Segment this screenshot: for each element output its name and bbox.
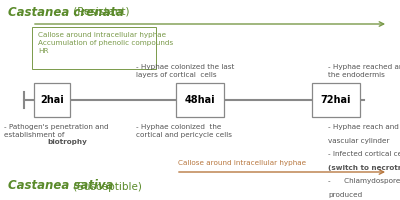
Text: 2hai: 2hai [40,95,64,105]
Text: 72hai: 72hai [321,95,351,105]
Text: - Infected cortical cells collapsed: - Infected cortical cells collapsed [328,151,400,157]
Text: (Susceptible): (Susceptible) [70,182,142,192]
Text: 48hai: 48hai [185,95,215,105]
Text: (switch to necrotrophy): (switch to necrotrophy) [328,165,400,171]
Text: - Hyphae reach and colonized the: - Hyphae reach and colonized the [328,124,400,130]
Text: - Hyphae colonized  the
cortical and pericycle cells: - Hyphae colonized the cortical and peri… [136,124,232,138]
Text: - Pathogen's penetration and
establishment of: - Pathogen's penetration and establishme… [4,124,109,138]
Text: -      Chlamydospores      were: - Chlamydospores were [328,178,400,184]
Text: Callose around intracellular hyphae: Callose around intracellular hyphae [178,160,306,166]
Text: - Hyphae colonized the last
layers of cortical  cells: - Hyphae colonized the last layers of co… [136,64,234,78]
Text: vascular cylinder: vascular cylinder [328,138,390,144]
FancyBboxPatch shape [312,83,360,117]
FancyBboxPatch shape [176,83,224,117]
Text: Castanea sativa: Castanea sativa [8,179,113,192]
FancyBboxPatch shape [34,83,70,117]
Text: Castanea crenata: Castanea crenata [8,6,124,19]
Text: biotrophy: biotrophy [47,139,87,145]
Text: produced: produced [328,192,362,198]
Text: - Hyphae reached and colonized
the endodermis: - Hyphae reached and colonized the endod… [328,64,400,78]
Text: Callose around intracellular hyphae
Accumulation of phenolic compounds
HR: Callose around intracellular hyphae Accu… [38,32,173,54]
Text: (Resistant): (Resistant) [70,6,130,16]
